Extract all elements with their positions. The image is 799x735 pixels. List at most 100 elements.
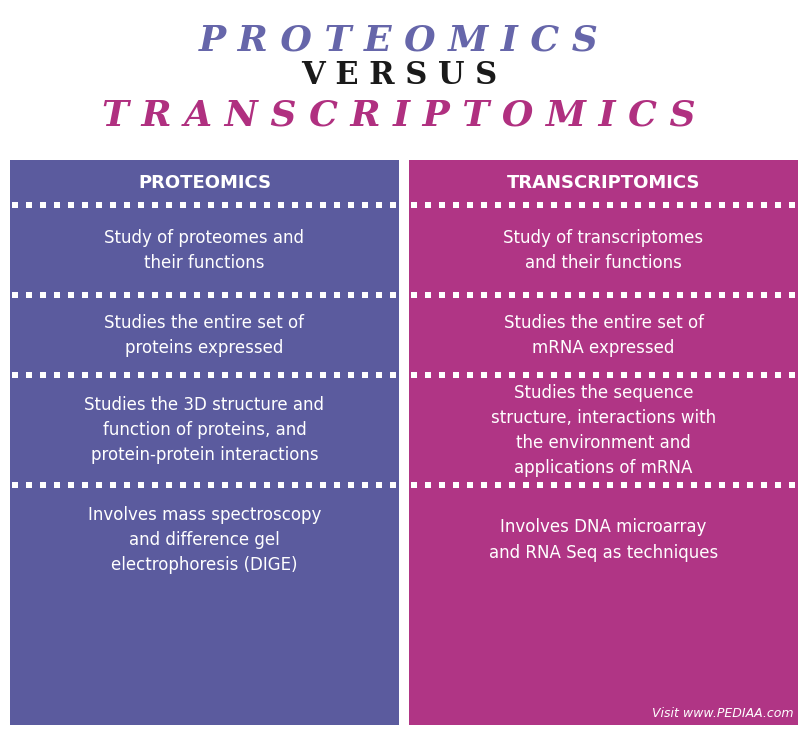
Bar — [523, 482, 529, 488]
Bar — [467, 482, 473, 488]
Bar — [551, 482, 557, 488]
Bar — [593, 202, 599, 208]
Bar — [376, 372, 382, 378]
Bar — [691, 372, 697, 378]
Bar — [551, 292, 557, 298]
Bar — [705, 482, 711, 488]
Text: P R O T E O M I C S: P R O T E O M I C S — [199, 23, 599, 57]
Bar — [439, 202, 445, 208]
Bar — [509, 292, 515, 298]
Bar — [40, 372, 46, 378]
Text: Studies the entire set of
mRNA expressed: Studies the entire set of mRNA expressed — [503, 314, 703, 356]
Bar — [467, 292, 473, 298]
Bar — [82, 202, 88, 208]
Bar — [166, 202, 172, 208]
Bar — [250, 202, 256, 208]
Bar — [166, 482, 172, 488]
Bar — [453, 372, 459, 378]
Bar — [789, 372, 795, 378]
Bar — [250, 482, 256, 488]
Bar — [320, 482, 326, 488]
Bar — [509, 482, 515, 488]
Bar — [747, 482, 753, 488]
Bar — [733, 292, 739, 298]
Bar — [747, 372, 753, 378]
Bar — [593, 482, 599, 488]
Bar — [565, 292, 571, 298]
Bar — [719, 202, 725, 208]
Bar — [481, 482, 487, 488]
Text: Studies the sequence
structure, interactions with
the environment and
applicatio: Studies the sequence structure, interact… — [491, 384, 716, 476]
Bar — [481, 202, 487, 208]
Bar — [551, 372, 557, 378]
Bar — [376, 292, 382, 298]
Bar — [733, 372, 739, 378]
Text: Studies the 3D structure and
function of proteins, and
protein-protein interacti: Studies the 3D structure and function of… — [85, 396, 324, 464]
Bar — [54, 202, 60, 208]
Bar — [663, 292, 669, 298]
Bar — [789, 202, 795, 208]
Bar — [362, 372, 368, 378]
Bar — [621, 372, 627, 378]
Bar — [110, 372, 116, 378]
Bar — [96, 292, 102, 298]
Bar — [747, 202, 753, 208]
Bar — [537, 202, 543, 208]
Bar — [621, 482, 627, 488]
Bar — [152, 202, 158, 208]
Bar — [82, 482, 88, 488]
Bar — [453, 202, 459, 208]
Bar — [348, 292, 354, 298]
Bar — [425, 372, 431, 378]
Bar — [320, 372, 326, 378]
Bar — [348, 372, 354, 378]
Bar — [663, 372, 669, 378]
Bar — [439, 292, 445, 298]
Bar — [635, 202, 641, 208]
Bar — [537, 482, 543, 488]
Bar — [565, 482, 571, 488]
Bar — [110, 202, 116, 208]
Text: Visit www.PEDIAA.com: Visit www.PEDIAA.com — [651, 707, 793, 720]
Bar — [68, 292, 74, 298]
Bar — [26, 202, 32, 208]
Bar — [348, 202, 354, 208]
Bar — [124, 202, 130, 208]
Bar — [54, 292, 60, 298]
Bar — [334, 202, 340, 208]
Bar — [467, 372, 473, 378]
Bar — [481, 372, 487, 378]
Bar — [691, 292, 697, 298]
Bar — [208, 292, 214, 298]
Bar — [362, 292, 368, 298]
Bar — [495, 372, 501, 378]
Bar — [152, 372, 158, 378]
Bar — [222, 202, 228, 208]
Bar — [775, 202, 781, 208]
Bar — [334, 482, 340, 488]
Bar — [138, 202, 144, 208]
Bar — [194, 202, 200, 208]
Bar — [208, 372, 214, 378]
Bar — [775, 292, 781, 298]
Bar — [222, 372, 228, 378]
Bar — [677, 482, 683, 488]
Bar — [12, 372, 18, 378]
Bar — [691, 482, 697, 488]
Bar — [362, 202, 368, 208]
Bar — [565, 202, 571, 208]
Bar — [208, 482, 214, 488]
Bar — [775, 372, 781, 378]
Bar — [411, 292, 417, 298]
Bar — [96, 372, 102, 378]
Text: PROTEOMICS: PROTEOMICS — [138, 173, 271, 192]
Bar — [292, 372, 298, 378]
Bar — [635, 482, 641, 488]
Bar — [607, 202, 613, 208]
Bar — [439, 372, 445, 378]
Bar — [54, 372, 60, 378]
Bar — [565, 372, 571, 378]
Bar — [719, 292, 725, 298]
Bar — [495, 292, 501, 298]
Bar — [166, 292, 172, 298]
